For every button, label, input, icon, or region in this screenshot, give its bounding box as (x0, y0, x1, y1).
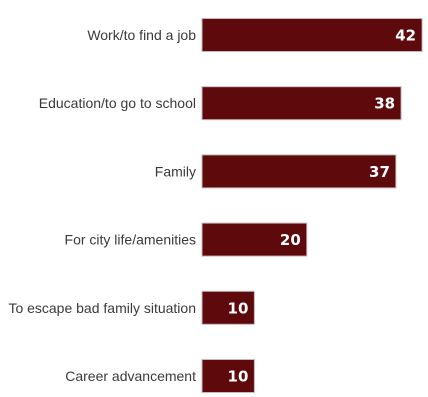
category-label-2: Family (155, 163, 196, 179)
category-label-3: For city life/amenities (65, 232, 196, 248)
bar-3 (201, 222, 308, 257)
bar-1 (201, 86, 402, 121)
bar-0 (201, 18, 423, 52)
category-labels-layer: Work/to find a job Education/to go to sch… (8, 27, 196, 384)
value-label-4: 10 (228, 299, 249, 317)
value-label-1: 38 (374, 95, 395, 113)
bar-5 (201, 359, 255, 393)
bars-layer (201, 18, 423, 393)
value-label-2: 37 (369, 163, 390, 181)
value-labels-layer: 42 38 37 20 10 10 (228, 27, 417, 386)
category-label-4: To escape bad family situation (8, 300, 196, 316)
bar-4 (201, 290, 255, 325)
category-label-5: Career advancement (65, 368, 196, 384)
value-label-0: 42 (395, 27, 416, 45)
value-label-5: 10 (228, 368, 249, 386)
value-label-3: 20 (280, 231, 301, 249)
category-label-0: Work/to find a job (87, 27, 196, 43)
category-label-1: Education/to go to school (39, 95, 196, 111)
bar-2 (201, 154, 397, 189)
